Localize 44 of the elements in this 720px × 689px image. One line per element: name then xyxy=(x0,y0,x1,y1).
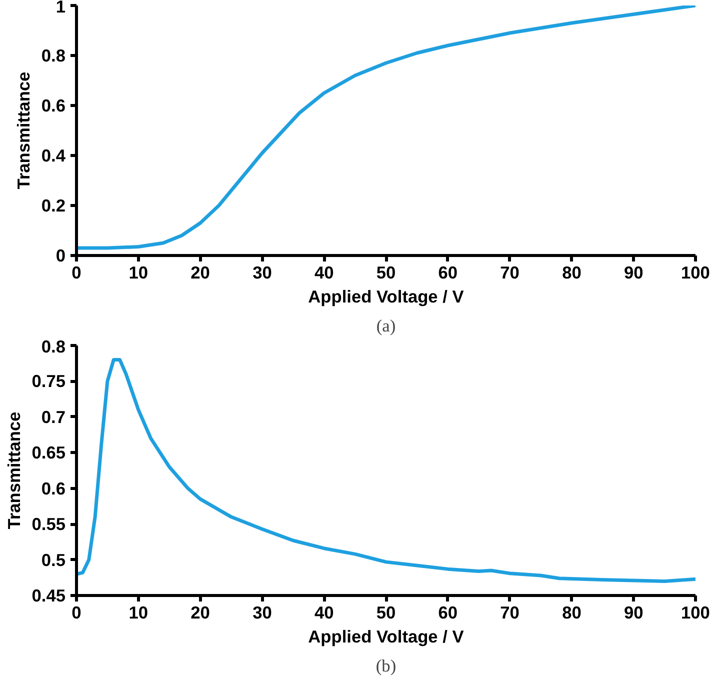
y-tick-label: 0.7 xyxy=(41,406,66,427)
y-tick-label: 0.2 xyxy=(41,196,66,216)
x-tick-label: 20 xyxy=(190,262,210,282)
text: (b) xyxy=(376,656,396,676)
x-tick-label: 50 xyxy=(376,262,396,282)
x-tick-label: 60 xyxy=(438,262,458,282)
x-tick-label: 50 xyxy=(376,602,396,622)
x-tick-label: 80 xyxy=(562,602,582,622)
x-tick-label: 100 xyxy=(681,602,710,622)
y-tick-label: 0.65 xyxy=(32,442,66,463)
x-tick-label: 40 xyxy=(314,262,334,282)
x-tick-label: 0 xyxy=(72,262,82,282)
y-tick-label: 0.6 xyxy=(41,96,66,116)
x-tick-label: 80 xyxy=(562,262,582,282)
y-axis-title: Transmittance xyxy=(13,71,34,190)
y-tick-label: 1 xyxy=(56,0,66,16)
x-tick-label: 70 xyxy=(500,262,520,282)
x-tick-label: 0 xyxy=(72,602,82,622)
y-tick-label: 0.75 xyxy=(32,371,66,392)
y-tick-label: 0.45 xyxy=(32,586,66,606)
x-tick-label: 40 xyxy=(314,602,334,622)
y-axis-title: Transmittance xyxy=(4,411,24,530)
y-tick-label: 0 xyxy=(56,246,66,266)
y-tick-label: 0.6 xyxy=(41,478,66,498)
x-tick-label: 20 xyxy=(190,602,210,622)
x-tick-label: 10 xyxy=(128,602,148,622)
y-tick-label: 0.8 xyxy=(41,46,66,66)
y-tick-label: 0.5 xyxy=(41,550,66,570)
x-tick-label: 100 xyxy=(681,262,710,282)
x-axis-title: Applied Voltage / V xyxy=(308,286,464,306)
x-tick-label: 90 xyxy=(624,262,644,282)
x-tick-label: 30 xyxy=(252,262,272,282)
line-series xyxy=(76,358,696,583)
y-tick-label: 0.8 xyxy=(41,336,66,356)
x-tick-label: 60 xyxy=(438,602,458,622)
x-tick-label: 90 xyxy=(624,602,644,622)
x-tick-label: 10 xyxy=(128,262,148,282)
text: (a) xyxy=(376,316,396,336)
x-axis-title: Applied Voltage / V xyxy=(308,626,464,646)
x-tick-label: 70 xyxy=(500,602,520,622)
x-tick-label: 30 xyxy=(252,602,272,622)
y-tick-label: 0.55 xyxy=(32,514,66,534)
y-tick-label: 0.4 xyxy=(41,146,66,166)
line-series xyxy=(76,6,696,250)
